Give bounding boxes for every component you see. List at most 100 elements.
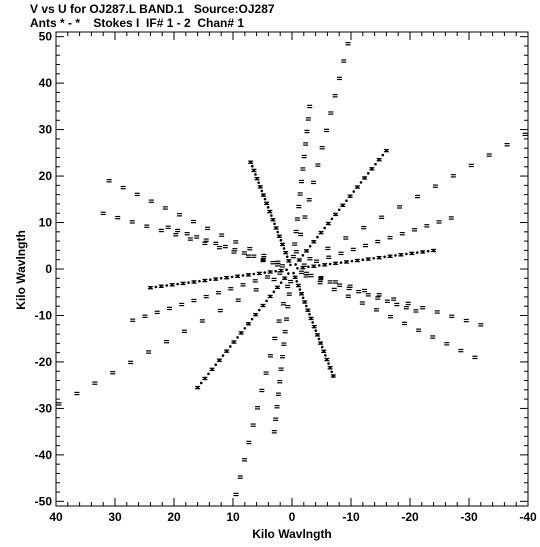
uv-point [414, 197, 420, 199]
uv-point [246, 440, 252, 442]
uv-point [187, 239, 193, 241]
uv-point [222, 244, 228, 247]
uv-point [273, 419, 279, 421]
uv-point [294, 219, 300, 221]
x-tick-label: 30 [108, 510, 122, 524]
uv-spoke-point [274, 226, 278, 230]
uv-spoke-point [359, 181, 363, 184]
uv-spoke-point [165, 284, 169, 287]
uv-spoke-point [214, 277, 218, 281]
uv-point [130, 320, 136, 322]
uv-point [326, 257, 332, 260]
uv-point [293, 250, 299, 252]
uv-point [270, 260, 276, 263]
uv-spoke-point [154, 285, 158, 289]
uv-point [458, 348, 464, 351]
uv-point [304, 129, 310, 131]
uv-spoke-point [415, 251, 419, 254]
uv-point [412, 230, 418, 232]
uv-spoke-point [255, 177, 259, 180]
uv-spoke-point [345, 260, 348, 264]
x-tick-label: -20 [401, 510, 419, 524]
uv-point [303, 144, 309, 146]
uv-point [328, 111, 334, 113]
uv-point [267, 356, 273, 358]
uv-point [232, 248, 238, 250]
uv-point [293, 232, 299, 234]
uv-point [205, 226, 211, 228]
uv-spoke-point [301, 296, 305, 300]
uv-point [148, 201, 154, 203]
uv-spoke-point [374, 162, 377, 166]
uv-point [299, 270, 305, 272]
uv-point [279, 266, 285, 268]
uv-point [245, 254, 251, 256]
uv-point [373, 308, 379, 310]
uv-point [307, 104, 313, 106]
uv-point [158, 228, 164, 230]
uv-point [253, 288, 259, 290]
uv-spoke-point [287, 272, 290, 275]
uv-point [271, 279, 277, 282]
uv-spoke-point [258, 308, 261, 312]
uv-point [333, 280, 339, 282]
uv-point [215, 293, 221, 295]
uv-spoke-point [258, 271, 261, 275]
uv-spoke-point [218, 358, 221, 362]
uv-point [250, 423, 256, 425]
x-tick-labels: 40 30 20 10 0 -10 -20 -30 -40 [49, 510, 537, 524]
uv-spoke-point [385, 149, 388, 152]
uv-point [128, 360, 134, 362]
uv-point [327, 282, 333, 284]
uv-point [434, 312, 440, 314]
uv-point [219, 235, 225, 237]
uv-point [308, 273, 314, 276]
uv-point [336, 78, 342, 81]
uv-point [130, 318, 136, 320]
uv-spoke-point [300, 292, 303, 295]
uv-point [275, 392, 281, 394]
uv-point [420, 308, 426, 310]
uv-point [299, 182, 305, 184]
uv-spoke-point [301, 266, 305, 269]
uv-point [345, 44, 351, 46]
uv-point [259, 390, 265, 393]
uv-point [293, 229, 299, 232]
uv-point [263, 373, 269, 375]
uv-point [298, 234, 304, 237]
uv-spoke-point [337, 208, 341, 212]
uv-spoke-point [285, 255, 289, 258]
uv-spoke-point [345, 199, 348, 202]
x-tick-label: 40 [49, 510, 63, 524]
uv-spoke-point [225, 276, 228, 279]
uv-spoke-point [432, 249, 435, 252]
uv-point [304, 131, 310, 134]
uv-point [274, 405, 280, 407]
uv-spoke-point [181, 281, 185, 285]
uv-spoke-point [219, 276, 223, 280]
uv-point [341, 59, 347, 61]
uv-spoke-point [370, 167, 374, 171]
uv-point [304, 273, 310, 276]
uv-point [232, 250, 238, 252]
uv-point [267, 354, 273, 356]
uv-spoke-point [297, 258, 301, 262]
uv-point [399, 234, 405, 236]
uv-point [326, 255, 332, 257]
uv-spoke-point [192, 280, 196, 284]
uv-spoke-point [236, 274, 239, 278]
uv-point [74, 391, 80, 393]
uv-point [333, 282, 339, 284]
y-tick-label: -40 [35, 448, 53, 462]
uv-spoke-point [366, 171, 370, 175]
uv-point [345, 42, 351, 44]
uv-point [233, 494, 239, 497]
uv-point [280, 304, 286, 306]
x-tick-label: -30 [460, 510, 478, 524]
plot-frame [55, 31, 529, 507]
uv-spoke-point [308, 244, 312, 248]
uv-point [472, 357, 478, 360]
uv-point [205, 228, 211, 231]
uv-point [213, 243, 219, 246]
y-tick-label: 0 [45, 262, 52, 276]
